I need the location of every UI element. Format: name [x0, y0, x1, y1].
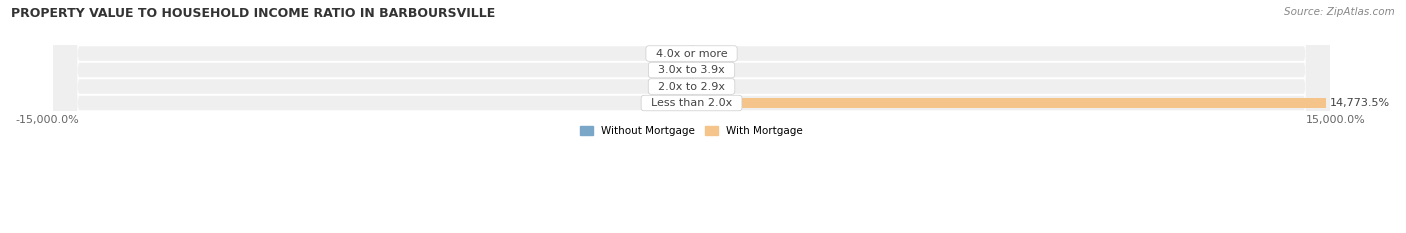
FancyBboxPatch shape — [53, 0, 1330, 233]
Text: Source: ZipAtlas.com: Source: ZipAtlas.com — [1284, 7, 1395, 17]
Bar — [692, 98, 1326, 108]
Text: 21.3%: 21.3% — [696, 65, 731, 75]
Text: 43.9%: 43.9% — [697, 82, 733, 92]
Legend: Without Mortgage, With Mortgage: Without Mortgage, With Mortgage — [576, 122, 807, 140]
Text: 3.0x to 3.9x: 3.0x to 3.9x — [651, 65, 733, 75]
Text: 14,773.5%: 14,773.5% — [1330, 98, 1391, 108]
FancyBboxPatch shape — [53, 0, 1330, 233]
Text: Less than 2.0x: Less than 2.0x — [644, 98, 740, 108]
Bar — [690, 48, 692, 59]
Text: 9.5%: 9.5% — [659, 82, 688, 92]
FancyBboxPatch shape — [53, 0, 1330, 233]
Text: 4.0x or more: 4.0x or more — [648, 48, 734, 58]
Text: 18.5%: 18.5% — [696, 48, 731, 58]
FancyBboxPatch shape — [53, 0, 1330, 233]
Bar — [690, 98, 692, 108]
Text: PROPERTY VALUE TO HOUSEHOLD INCOME RATIO IN BARBOURSVILLE: PROPERTY VALUE TO HOUSEHOLD INCOME RATIO… — [11, 7, 495, 20]
Text: 37.1%: 37.1% — [651, 48, 686, 58]
Text: 2.0x to 2.9x: 2.0x to 2.9x — [651, 82, 733, 92]
Text: 37.3%: 37.3% — [651, 98, 686, 108]
Text: 16.0%: 16.0% — [652, 65, 688, 75]
Bar — [692, 81, 693, 92]
